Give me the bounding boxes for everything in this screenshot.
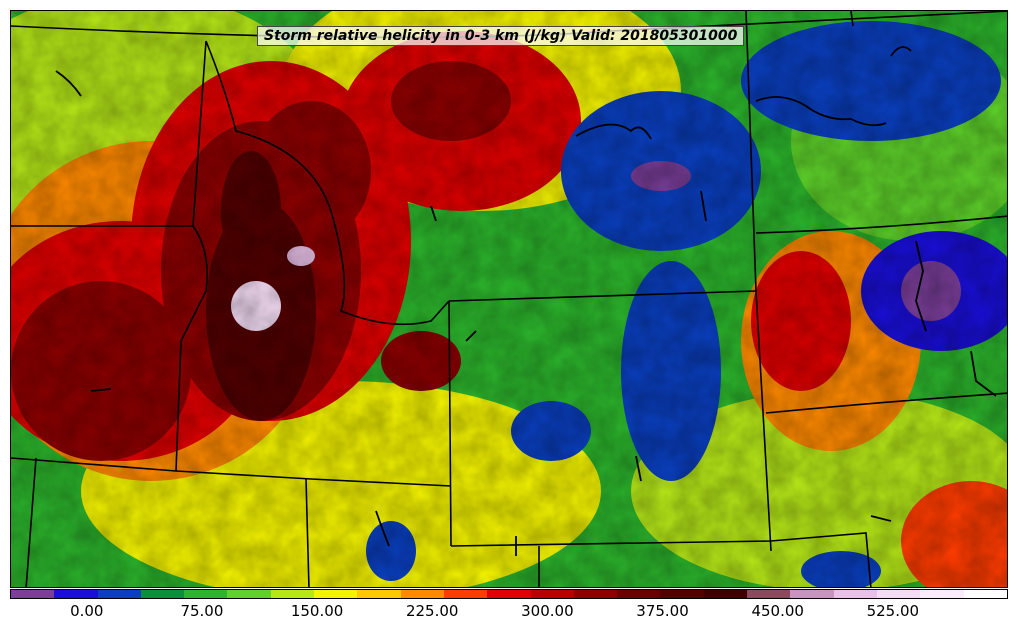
colorbar-swatch	[790, 590, 834, 598]
colorbar-swatch	[920, 590, 964, 598]
colorbar-swatch	[747, 590, 791, 598]
colorbar-tick-label: 0.00	[70, 602, 104, 620]
colorbar-swatch	[54, 590, 98, 598]
colorbar-swatch	[660, 590, 704, 598]
colorbar-swatch	[573, 590, 618, 598]
colorbar-tick-label: 75.00	[180, 602, 224, 620]
colorbar-swatch	[530, 590, 574, 598]
colorbar-swatch	[487, 590, 531, 598]
colorbar-swatch	[963, 590, 1007, 598]
colorbar-swatch	[443, 590, 488, 598]
map-area: Storm relative helicity in 0-3 km (J/kg)…	[10, 10, 1008, 588]
colorbar-swatch	[703, 590, 748, 598]
colorbar-swatch	[314, 590, 358, 598]
colorbar-swatch	[140, 590, 185, 598]
colorbar-swatch	[184, 590, 228, 598]
colorbar-tick-label: 450.00	[751, 602, 804, 620]
helicity-field	[11, 11, 1007, 587]
colorbar-swatch	[400, 590, 444, 598]
colorbar-tick-label: 225.00	[405, 602, 459, 620]
colorbar-tick-label: 525.00	[866, 602, 920, 620]
colorbar-swatch	[876, 590, 921, 598]
colorbar-swatch	[833, 590, 877, 598]
map-title: Storm relative helicity in 0-3 km (J/kg)…	[257, 26, 745, 46]
colorbar-swatch	[617, 590, 661, 598]
colorbar-swatch	[270, 590, 315, 598]
colorbar-swatch	[97, 590, 141, 598]
colorbar-swatch	[357, 590, 401, 598]
colorbar-tick-label: 375.00	[636, 602, 689, 620]
colorbar-swatch	[227, 590, 271, 598]
lakes	[55, 46, 997, 556]
colorbar-ticks: 0.00 75.00 150.00 225.00 300.00 375.00 450.00 5…	[10, 602, 1008, 626]
colorbar	[10, 589, 1008, 599]
colorbar-swatch	[11, 590, 55, 598]
colorbar-tick-label: 300.00	[521, 602, 574, 620]
colorbar-tick-label: 150.00	[290, 602, 344, 620]
